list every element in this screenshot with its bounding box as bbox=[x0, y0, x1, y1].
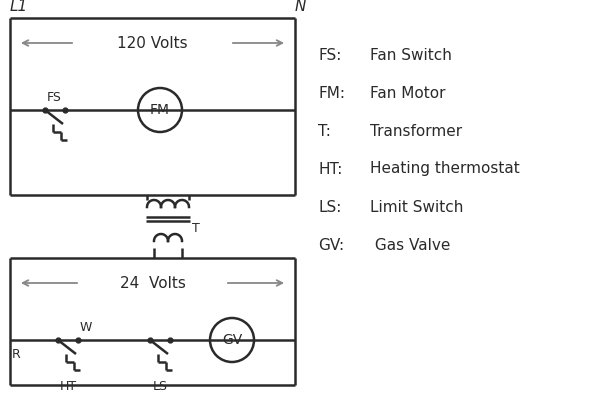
Text: T: T bbox=[192, 222, 200, 236]
Text: LS: LS bbox=[152, 380, 168, 393]
Text: N: N bbox=[295, 0, 306, 14]
Text: FS:: FS: bbox=[318, 48, 342, 62]
Text: Transformer: Transformer bbox=[370, 124, 462, 138]
Text: GV: GV bbox=[222, 333, 242, 347]
Text: R: R bbox=[12, 348, 21, 361]
Text: Limit Switch: Limit Switch bbox=[370, 200, 463, 214]
Text: Gas Valve: Gas Valve bbox=[370, 238, 450, 252]
Text: W: W bbox=[80, 321, 93, 334]
Text: Fan Switch: Fan Switch bbox=[370, 48, 452, 62]
Text: FM: FM bbox=[150, 103, 170, 117]
Text: Fan Motor: Fan Motor bbox=[370, 86, 445, 100]
Text: T:: T: bbox=[318, 124, 331, 138]
Text: GV:: GV: bbox=[318, 238, 344, 252]
Text: Heating thermostat: Heating thermostat bbox=[370, 162, 520, 176]
Text: 24  Volts: 24 Volts bbox=[120, 276, 185, 290]
Text: L1: L1 bbox=[10, 0, 28, 14]
Text: FM:: FM: bbox=[318, 86, 345, 100]
Text: FS: FS bbox=[47, 91, 62, 104]
Text: 120 Volts: 120 Volts bbox=[117, 36, 188, 50]
Text: HT:: HT: bbox=[318, 162, 342, 176]
Text: HT: HT bbox=[60, 380, 77, 393]
Text: LS:: LS: bbox=[318, 200, 342, 214]
